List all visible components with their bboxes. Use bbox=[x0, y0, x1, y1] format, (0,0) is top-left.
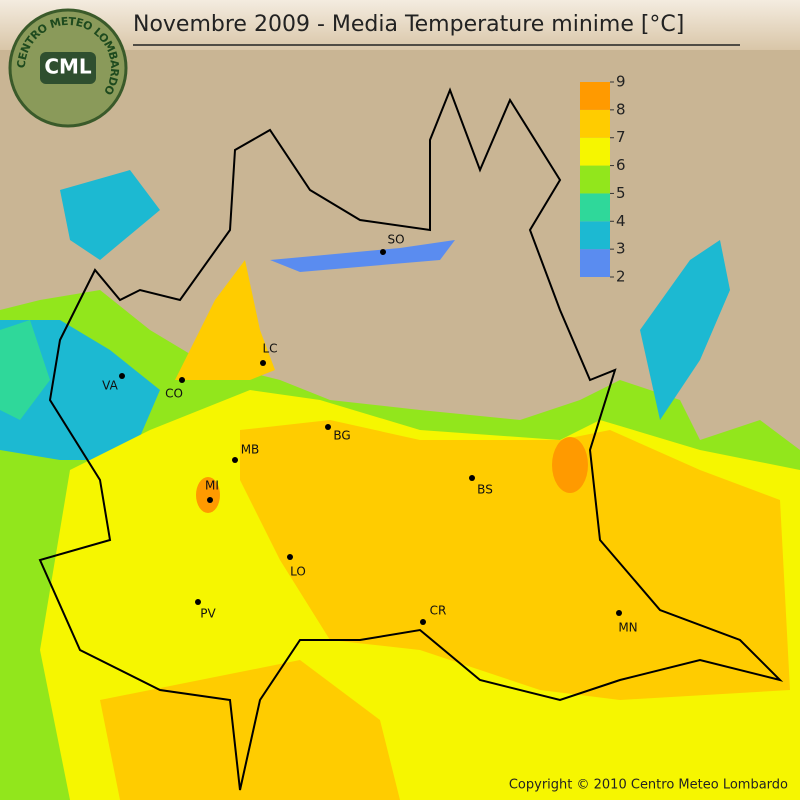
legend-tick-label: 5 bbox=[616, 184, 626, 202]
logo: CML CENTRO METEO LOMBARDO bbox=[8, 8, 128, 128]
city-label: VA bbox=[102, 379, 118, 393]
city-marker bbox=[325, 424, 331, 430]
city-marker bbox=[260, 360, 266, 366]
legend-tick-label: 8 bbox=[616, 100, 626, 118]
legend-tick-label: 9 bbox=[616, 73, 626, 91]
legend-tick-label: 3 bbox=[616, 240, 626, 258]
legend-swatch bbox=[580, 249, 610, 277]
legend-swatch bbox=[580, 82, 610, 110]
legend-swatch bbox=[580, 109, 610, 138]
logo-text: CML bbox=[44, 55, 92, 79]
city-marker bbox=[616, 610, 622, 616]
city-label: PV bbox=[200, 607, 216, 621]
city-label: LO bbox=[290, 565, 306, 579]
city-label: MN bbox=[618, 621, 637, 635]
city-marker bbox=[179, 377, 185, 383]
city-label: MI bbox=[205, 479, 219, 493]
legend-swatch bbox=[580, 165, 610, 194]
city-label: BG bbox=[333, 429, 350, 443]
legend-swatch bbox=[580, 137, 610, 166]
city-label: SO bbox=[387, 233, 404, 247]
copyright: Copyright © 2010 Centro Meteo Lombardo bbox=[509, 778, 788, 793]
map-title: Novembre 2009 - Media Temperature minime… bbox=[133, 12, 684, 37]
city-marker bbox=[207, 497, 213, 503]
legend-tick-label: 4 bbox=[616, 212, 626, 230]
temperature-field bbox=[0, 170, 800, 800]
city-marker bbox=[232, 457, 238, 463]
city-marker bbox=[420, 619, 426, 625]
legend-tick-label: 7 bbox=[616, 128, 626, 146]
city-label: LC bbox=[262, 342, 277, 356]
city-label: CO bbox=[165, 387, 183, 401]
city-marker bbox=[119, 373, 125, 379]
legend-tick-label: 6 bbox=[616, 156, 626, 174]
region-border bbox=[38, 87, 784, 791]
city-label: BS bbox=[477, 483, 493, 497]
header-bar bbox=[0, 0, 800, 50]
legend-tick-label: 2 bbox=[616, 268, 626, 286]
city-label: MB bbox=[241, 443, 260, 457]
legend: 2 3 4 5 6 7 8 9 bbox=[580, 73, 626, 286]
city-marker bbox=[195, 599, 201, 605]
city-label: CR bbox=[430, 604, 447, 618]
cities: SO LC CO VA BG MB MI BS LO PV CR MN bbox=[102, 233, 638, 635]
legend-swatch bbox=[580, 221, 610, 250]
city-marker bbox=[287, 554, 293, 560]
logo-plate bbox=[40, 52, 96, 84]
city-marker bbox=[469, 475, 475, 481]
city-marker bbox=[380, 249, 386, 255]
legend-swatch bbox=[580, 193, 610, 222]
